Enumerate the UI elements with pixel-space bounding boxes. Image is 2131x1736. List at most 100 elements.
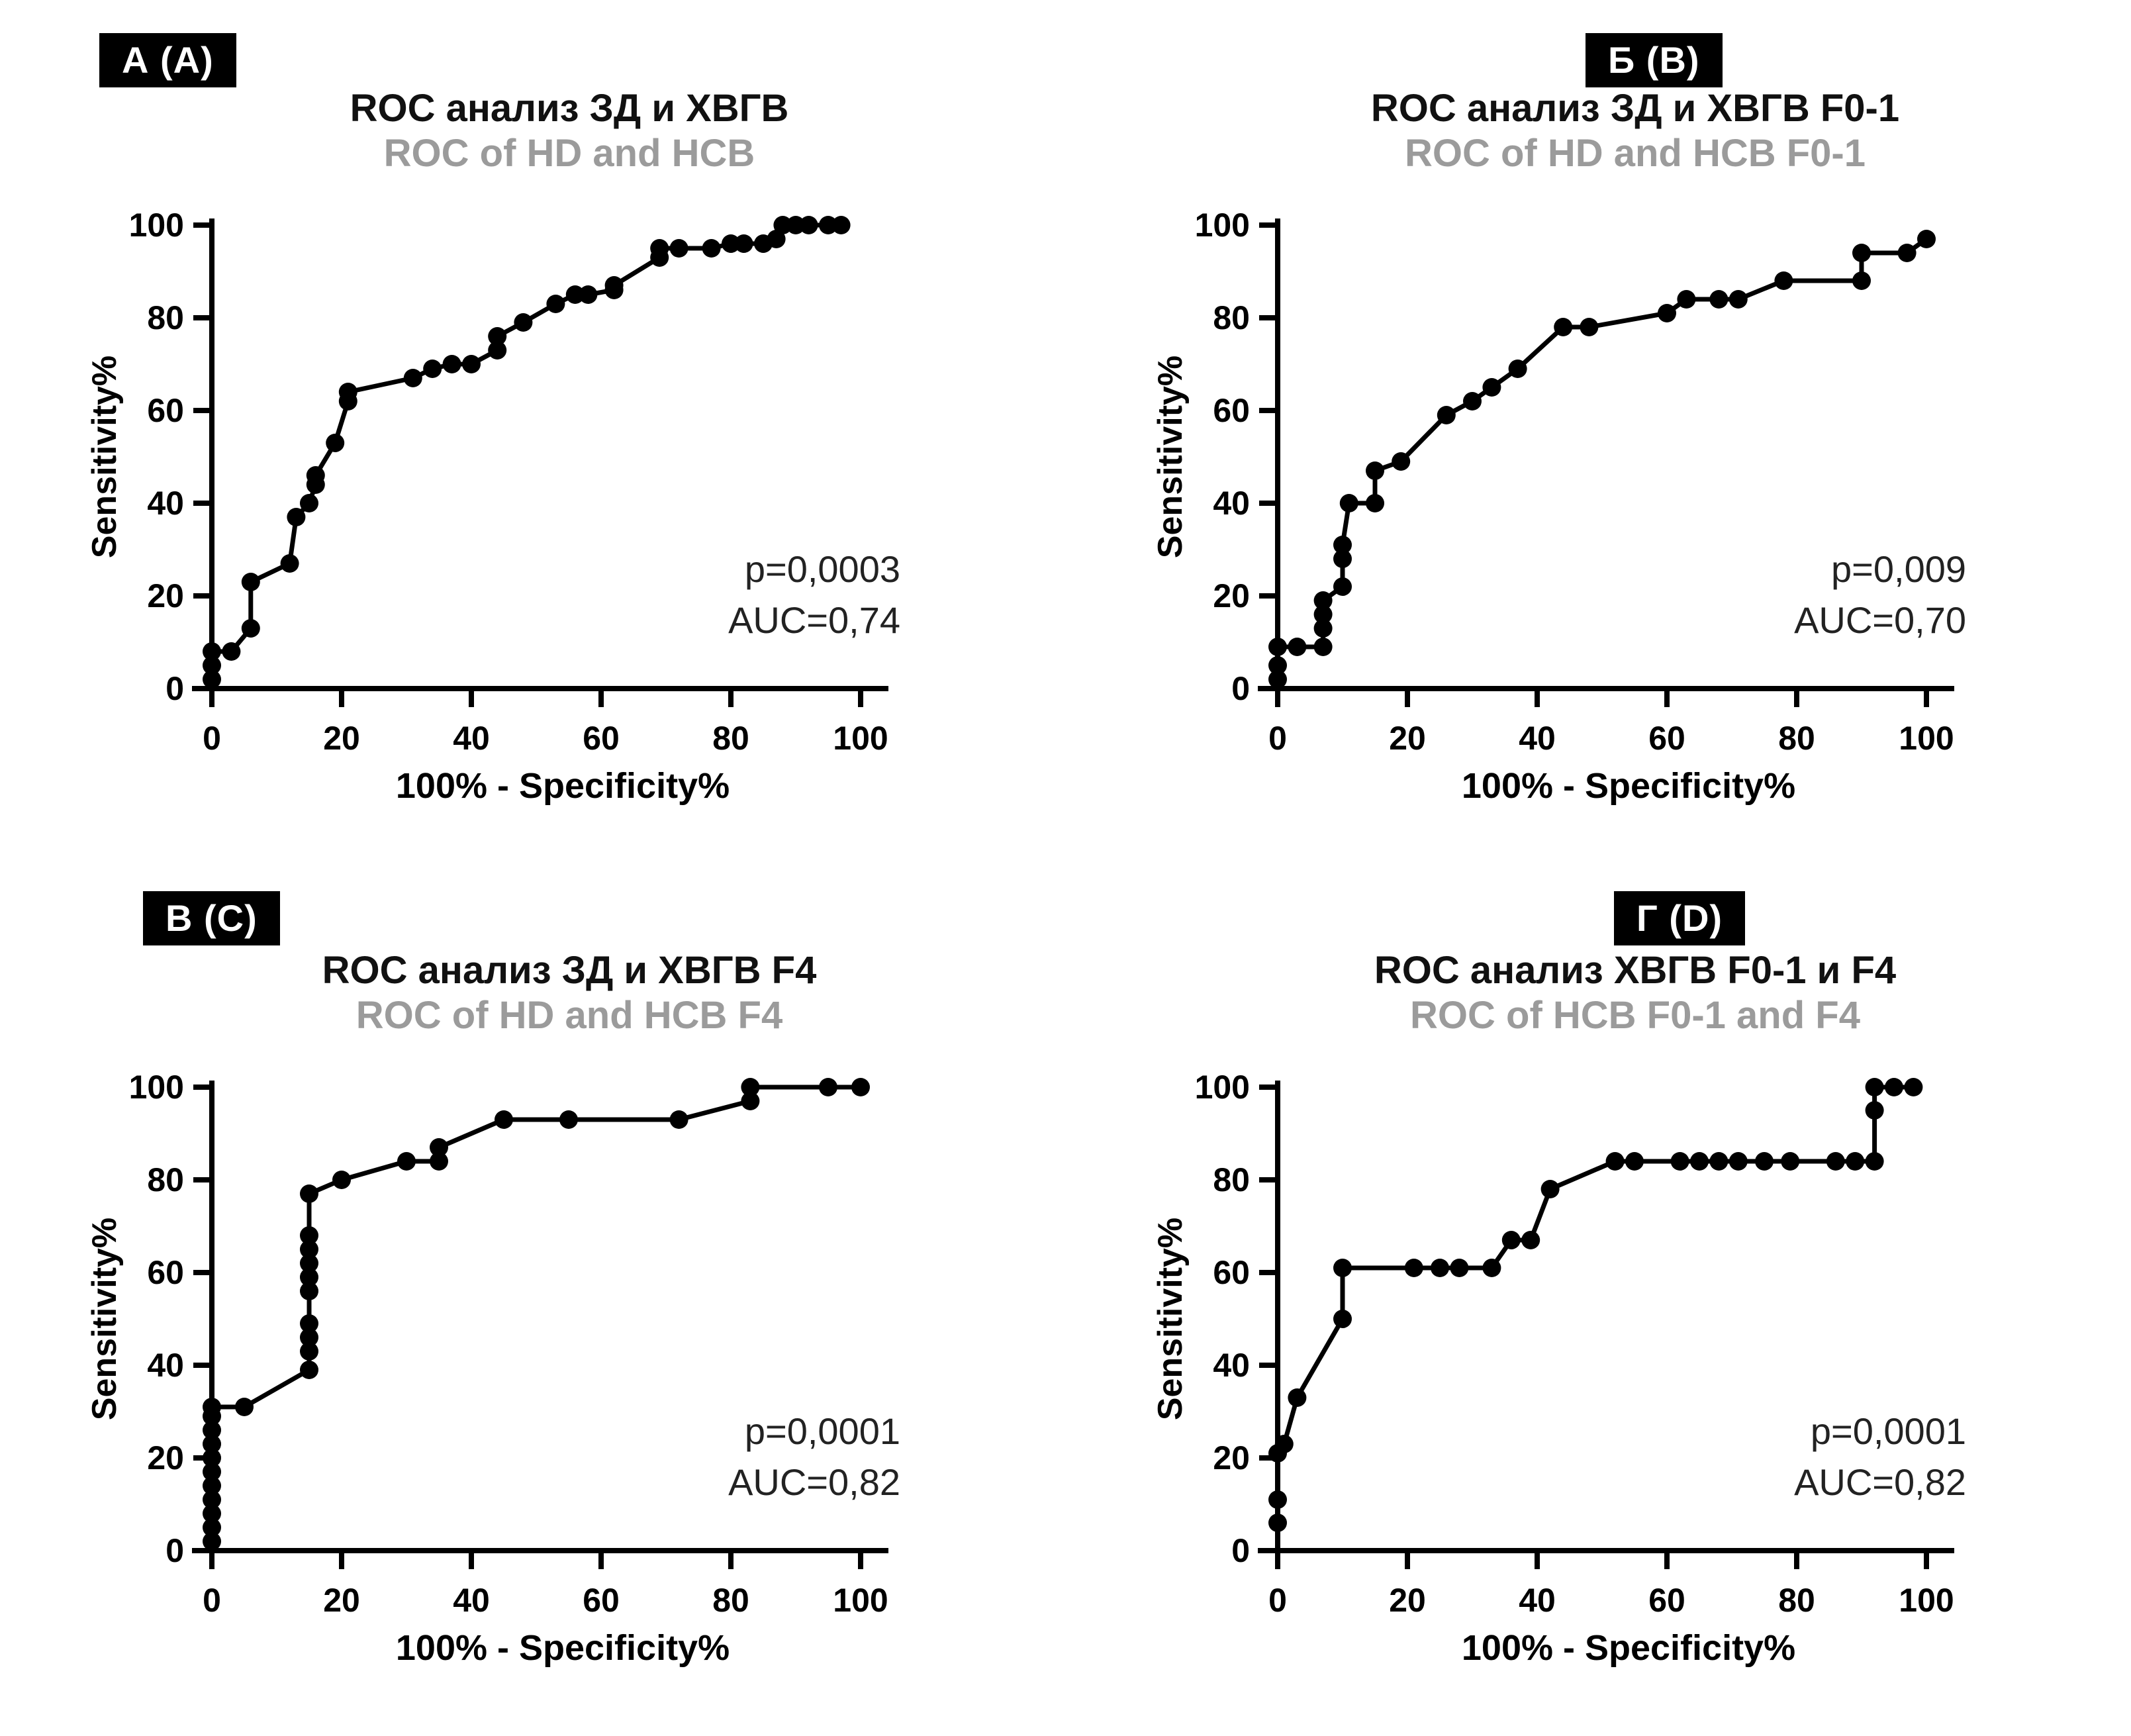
roc-data-point bbox=[1728, 290, 1748, 309]
x-tick-label: 60 bbox=[1648, 720, 1685, 757]
panel-label-text: А (A) bbox=[122, 39, 214, 81]
roc-data-point bbox=[300, 1184, 318, 1203]
roc-data-point bbox=[1540, 1180, 1560, 1198]
panel-c: В (C) ROC анализ ЗД и ХВГВ F4 ROC of HD … bbox=[46, 882, 1066, 1736]
y-tick-label: 100 bbox=[1195, 1069, 1250, 1106]
roc-data-point bbox=[403, 369, 422, 387]
roc-data-point bbox=[338, 383, 357, 401]
roc-data-point bbox=[1392, 452, 1411, 471]
panel-title-en: ROC of HCB F0-1 and F4 bbox=[1410, 994, 1860, 1037]
roc-data-point bbox=[1333, 577, 1352, 596]
panel-titles: ROC анализ ЗД и ХВГВ F0-1 ROC of HD and … bbox=[1172, 86, 2099, 177]
p-value-text: p=0,0003 bbox=[745, 548, 900, 590]
y-tick-label: 0 bbox=[166, 670, 184, 707]
roc-data-point bbox=[203, 670, 221, 689]
roc-data-point bbox=[1580, 318, 1599, 336]
roc-data-point bbox=[559, 1110, 578, 1129]
y-tick-label: 20 bbox=[1213, 1439, 1250, 1476]
y-tick-label: 40 bbox=[1213, 1347, 1250, 1384]
roc-data-point bbox=[1268, 638, 1287, 656]
roc-data-point bbox=[1333, 1259, 1352, 1277]
roc-data-point bbox=[1670, 1152, 1689, 1171]
roc-data-point bbox=[1431, 1259, 1449, 1277]
x-tick-label: 60 bbox=[583, 1582, 620, 1619]
x-tick-label: 40 bbox=[1519, 720, 1556, 757]
y-tick-label: 80 bbox=[1213, 1161, 1250, 1198]
panel-titles: ROC анализ ЗД и ХВГВ ROC of HD and HCB bbox=[106, 86, 1033, 177]
roc-data-point bbox=[300, 1268, 318, 1286]
roc-data-point bbox=[241, 619, 260, 638]
roc-data-point bbox=[1366, 494, 1384, 512]
roc-data-point bbox=[722, 234, 740, 253]
roc-data-point bbox=[300, 1342, 318, 1361]
roc-data-point bbox=[1865, 1101, 1884, 1120]
y-tick-label: 80 bbox=[1213, 299, 1250, 336]
roc-data-point bbox=[579, 285, 598, 304]
roc-data-point bbox=[1333, 536, 1352, 554]
roc-data-point bbox=[430, 1138, 448, 1157]
roc-data-point bbox=[1268, 1490, 1287, 1509]
y-tick-label: 40 bbox=[1213, 485, 1250, 522]
x-axis-label: 100% - Specificity% bbox=[1462, 1628, 1795, 1668]
auc-value-text: AUC=0,70 bbox=[1794, 599, 1966, 641]
panel-title-ru: ROC анализ ЗД и ХВГВ bbox=[350, 87, 789, 130]
roc-data-point bbox=[203, 1449, 221, 1467]
y-tick-label: 100 bbox=[129, 1069, 184, 1106]
roc-data-point bbox=[300, 1282, 318, 1300]
roc-data-point bbox=[1508, 360, 1527, 378]
y-tick-label: 0 bbox=[1231, 670, 1250, 707]
panel-a: А (A) ROC анализ ЗД и ХВГВ ROC of HD and… bbox=[46, 20, 1066, 874]
panel-titles: ROC анализ ХВГВ F0-1 и F4 ROC of HCB F0-… bbox=[1172, 948, 2099, 1039]
roc-data-point bbox=[799, 216, 818, 234]
x-tick-label: 100 bbox=[1899, 720, 1954, 757]
x-tick-label: 20 bbox=[1389, 720, 1426, 757]
roc-data-point bbox=[1904, 1078, 1923, 1096]
y-tick-label: 80 bbox=[147, 1161, 184, 1198]
y-tick-label: 40 bbox=[147, 485, 184, 522]
roc-data-point bbox=[1463, 392, 1482, 410]
roc-data-point bbox=[203, 656, 221, 675]
x-tick-label: 80 bbox=[1778, 720, 1815, 757]
p-value-text: p=0,0001 bbox=[1811, 1410, 1966, 1452]
roc-plot-b: 0 20 40 60 80 100 0 20 40 60 80 100 100% - Specifici… bbox=[1151, 207, 1966, 806]
x-tick-label: 100 bbox=[1899, 1582, 1954, 1619]
roc-data-point bbox=[1482, 1259, 1501, 1277]
y-axis-label: Sensitivity% bbox=[85, 356, 124, 558]
roc-data-point bbox=[203, 1504, 221, 1523]
x-axis-label: 100% - Specificity% bbox=[396, 1628, 730, 1668]
panel-d: Г (D) ROC анализ ХВГВ F0-1 и F4 ROC of H… bbox=[1112, 882, 2131, 1736]
roc-data-point bbox=[1846, 1152, 1865, 1171]
x-tick-label: 0 bbox=[1268, 1582, 1287, 1619]
roc-plot-a: 0 20 40 60 80 100 0 20 40 60 80 100 100% - Specifici… bbox=[85, 207, 900, 806]
roc-data-point bbox=[423, 360, 442, 378]
roc-data-point bbox=[1709, 1152, 1728, 1171]
roc-data-point bbox=[1521, 1231, 1540, 1249]
roc-data-point bbox=[1333, 1310, 1352, 1328]
panel-title-ru: ROC анализ ХВГВ F0-1 и F4 bbox=[1374, 949, 1897, 992]
roc-data-point bbox=[1268, 656, 1287, 675]
roc-data-point bbox=[1852, 271, 1871, 290]
roc-data-point bbox=[1333, 550, 1352, 568]
panel-b: Б (B) ROC анализ ЗД и ХВГВ F0-1 ROC of H… bbox=[1112, 20, 2131, 874]
roc-data-point bbox=[203, 1476, 221, 1495]
y-tick-label: 0 bbox=[166, 1532, 184, 1569]
y-tick-label: 60 bbox=[1213, 392, 1250, 429]
x-tick-label: 0 bbox=[1268, 720, 1287, 757]
p-value-text: p=0,009 bbox=[1831, 548, 1966, 590]
x-tick-label: 20 bbox=[323, 1582, 360, 1619]
roc-data-point bbox=[488, 341, 507, 360]
roc-data-point bbox=[734, 234, 753, 253]
y-tick-label: 20 bbox=[147, 1439, 184, 1476]
x-tick-label: 0 bbox=[203, 1582, 221, 1619]
p-value-text: p=0,0001 bbox=[745, 1410, 900, 1452]
roc-plot-c: 0 20 40 60 80 100 0 20 40 60 80 100 100% - Specifici… bbox=[85, 1069, 900, 1668]
panel-label-text: В (C) bbox=[166, 897, 258, 939]
y-axis-label: Sensitivity% bbox=[1151, 356, 1190, 558]
roc-data-point bbox=[831, 216, 851, 234]
y-tick-label: 60 bbox=[1213, 1254, 1250, 1291]
x-tick-label: 40 bbox=[1519, 1582, 1556, 1619]
roc-data-point bbox=[203, 1463, 221, 1481]
panel-label-text: Г (D) bbox=[1636, 897, 1723, 939]
panel-label-text: Б (B) bbox=[1608, 39, 1700, 81]
